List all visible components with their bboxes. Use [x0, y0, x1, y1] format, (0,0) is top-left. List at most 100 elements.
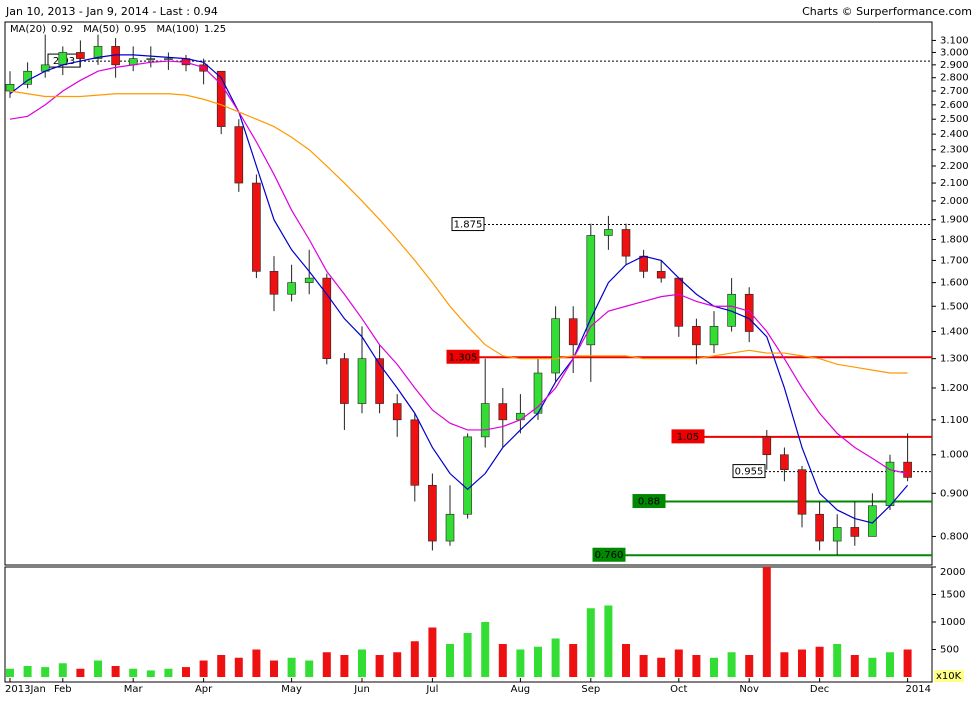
y-tick-label: 2.200 [940, 161, 969, 172]
level-box [732, 464, 766, 479]
volume-bar [111, 666, 120, 677]
x-tick-label: Jul [425, 684, 438, 695]
candle-body [815, 513, 824, 542]
candle-body [340, 358, 349, 404]
y-tick-label: 2.500 [940, 114, 969, 125]
level-label: 0.88 [638, 497, 660, 508]
volume-bar [270, 660, 278, 677]
volume-bar [534, 646, 542, 677]
ma-line [9, 60, 908, 475]
volume-bar [569, 644, 578, 677]
level-label: 1.305 [449, 352, 478, 363]
candle-body [164, 58, 173, 60]
level-box [446, 349, 480, 364]
volume-bar [886, 652, 894, 677]
x-tick-label: 2014 [906, 684, 931, 695]
volume-bar [674, 649, 683, 677]
x-tick-label: Oct [670, 684, 687, 695]
candle-body [252, 182, 261, 272]
candle-body [234, 126, 244, 184]
source: Charts © Surperformance.com [802, 5, 972, 18]
volume-bar [551, 638, 560, 677]
ma-line [9, 54, 909, 524]
volume-bar [23, 666, 32, 677]
candle-body [357, 358, 367, 404]
volume-bar [481, 622, 490, 677]
legend-name: MA(20) [10, 24, 46, 35]
volume-bar [305, 660, 314, 677]
x-tick-label: Aug [511, 684, 531, 695]
x-tick-label: Apr [195, 684, 213, 695]
x-tick-label: Nov [739, 684, 759, 695]
candle-body [656, 271, 666, 279]
volume-bar [815, 646, 824, 677]
candle-body [463, 436, 472, 515]
legend-name: MA(50) [83, 24, 119, 35]
volume-bar [850, 655, 859, 677]
y2-tick-label: 2000 [940, 567, 965, 578]
candle-body [639, 255, 648, 272]
candle-body [604, 229, 613, 236]
candle-body [287, 282, 296, 295]
x-tick-label: 2013Jan [5, 684, 46, 695]
candle-body [5, 83, 15, 92]
candle-body [797, 469, 807, 515]
ma-line [9, 90, 908, 374]
y-tick-label: 1.900 [940, 215, 969, 226]
volume-bar [868, 657, 877, 677]
y-tick-label: 1.700 [940, 255, 969, 266]
candle-body [410, 419, 420, 486]
y2-tick-label: 1500 [940, 590, 965, 601]
candle-body [480, 403, 490, 438]
x-tick-label: Sep [581, 684, 600, 695]
level-label: 0.955 [735, 467, 764, 478]
level-label: 0.760 [595, 550, 624, 561]
y-tick-label: 2.800 [940, 73, 969, 84]
volume-bar [639, 655, 648, 677]
candle-body [216, 70, 226, 127]
candle-body [744, 293, 754, 332]
volume-bar [182, 667, 190, 677]
volume-bar [516, 649, 525, 677]
y-tick-label: 3.100 [940, 35, 969, 46]
y-tick-label: 1.600 [940, 278, 969, 289]
y2-tick-label: 1000 [940, 617, 965, 628]
y-tick-label: 2.300 [940, 145, 969, 156]
candle-body [832, 527, 842, 542]
y-tick-label: 2.700 [940, 86, 969, 97]
y-tick-label: 0.900 [940, 488, 969, 499]
legend-value: 0.92 [51, 24, 73, 35]
y-tick-label: 3.000 [940, 47, 969, 58]
volume-bar [833, 644, 842, 677]
candle-body [568, 318, 578, 346]
level-box [671, 429, 705, 444]
y-tick-label: 1.400 [940, 327, 969, 338]
volume-bar [692, 655, 701, 677]
y-tick-label: 1.800 [940, 234, 969, 245]
volume-bar [498, 644, 507, 677]
volume-bar [393, 652, 402, 677]
candle-body [692, 326, 701, 346]
volume-bar [604, 605, 613, 677]
x-tick-label: May [281, 684, 302, 695]
volume-bar [727, 652, 736, 677]
volume-bar [252, 649, 261, 677]
y-tick-label: 0.800 [940, 531, 969, 542]
candle-body [516, 412, 525, 421]
volume-bar [199, 660, 208, 677]
candle-body [76, 52, 85, 59]
candle-body [586, 235, 596, 346]
y-tick-label: 1.300 [940, 354, 969, 365]
volume-bar [58, 663, 67, 677]
candle-body [375, 358, 384, 404]
volume-bar [322, 652, 331, 677]
volume-bar [358, 649, 366, 677]
candle-body [304, 277, 314, 283]
x-tick-label: Jun [353, 684, 370, 695]
candle-body [58, 52, 68, 66]
candle-body [392, 403, 402, 421]
candle-body [621, 229, 631, 257]
level-box [632, 494, 666, 509]
price-panel [4, 21, 933, 566]
